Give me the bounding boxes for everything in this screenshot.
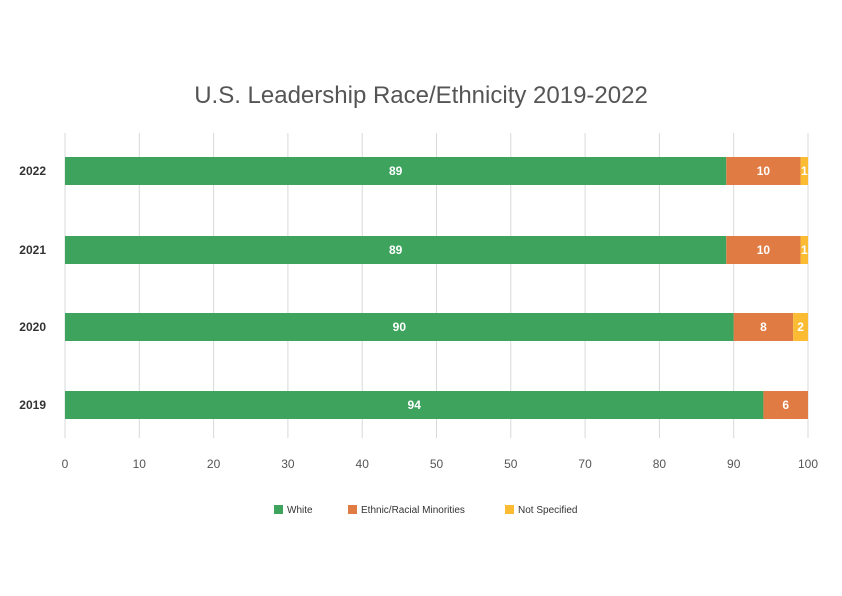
x-tick-label: 50 — [504, 457, 518, 471]
y-tick-label: 2021 — [19, 243, 46, 257]
y-tick-label: 2022 — [19, 164, 46, 178]
bar-segment-white-2019 — [65, 391, 764, 419]
bar-segment-white-2021 — [65, 236, 727, 264]
bar-segment-not-specified-2022 — [800, 157, 808, 185]
x-tick-label: 40 — [356, 457, 370, 471]
bar-segment-ethnic-racial-minorities-2019 — [763, 391, 808, 419]
bar-segment-white-2022 — [65, 157, 727, 185]
data-label: 10 — [757, 164, 771, 178]
data-label: 2 — [797, 320, 804, 334]
x-tick-label: 70 — [578, 457, 592, 471]
data-label: 89 — [389, 164, 403, 178]
data-label: 8 — [760, 320, 767, 334]
bar-segment-ethnic-racial-minorities-2021 — [726, 236, 801, 264]
x-axis-labels: 0 10 20 30 40 50 50 70 80 90 100 — [62, 457, 819, 471]
x-tick-label: 30 — [281, 457, 295, 471]
bar-segment-not-specified-2020 — [793, 313, 808, 341]
legend-swatch — [505, 505, 514, 514]
x-tick-label: 10 — [133, 457, 147, 471]
x-tick-label: 20 — [207, 457, 221, 471]
bar-segment-not-specified-2021 — [800, 236, 808, 264]
legend-swatch — [274, 505, 283, 514]
legend: White Ethnic/Racial Minorities Not Specifi… — [274, 505, 577, 516]
data-label: 90 — [393, 320, 407, 334]
bar-segment-ethnic-racial-minorities-2020 — [733, 313, 794, 341]
bars — [65, 157, 808, 419]
x-tick-label: 0 — [62, 457, 69, 471]
y-tick-label: 2020 — [19, 320, 46, 334]
x-tick-label: 90 — [727, 457, 741, 471]
chart-title: U.S. Leadership Race/Ethnicity 2019-2022 — [194, 82, 648, 109]
data-label: 1 — [801, 243, 808, 257]
data-label: 1 — [801, 164, 808, 178]
legend-swatch — [348, 505, 357, 514]
data-labels: 89 10 1 89 10 1 90 8 2 94 6 — [389, 164, 808, 412]
y-tick-label: 2019 — [19, 398, 46, 412]
x-tick-label: 50 — [430, 457, 444, 471]
legend-label: Not Specified — [518, 505, 577, 516]
bar-segment-ethnic-racial-minorities-2022 — [726, 157, 801, 185]
legend-label: White — [287, 505, 313, 516]
data-label: 10 — [757, 243, 771, 257]
x-tick-label: 100 — [798, 457, 818, 471]
data-label: 6 — [782, 398, 789, 412]
x-tick-label: 80 — [653, 457, 667, 471]
data-label: 94 — [408, 398, 422, 412]
legend-label: Ethnic/Racial Minorities — [361, 505, 465, 516]
y-axis-labels: 2022 2021 2020 2019 — [19, 164, 46, 412]
bar-segment-white-2020 — [65, 313, 734, 341]
data-label: 89 — [389, 243, 403, 257]
